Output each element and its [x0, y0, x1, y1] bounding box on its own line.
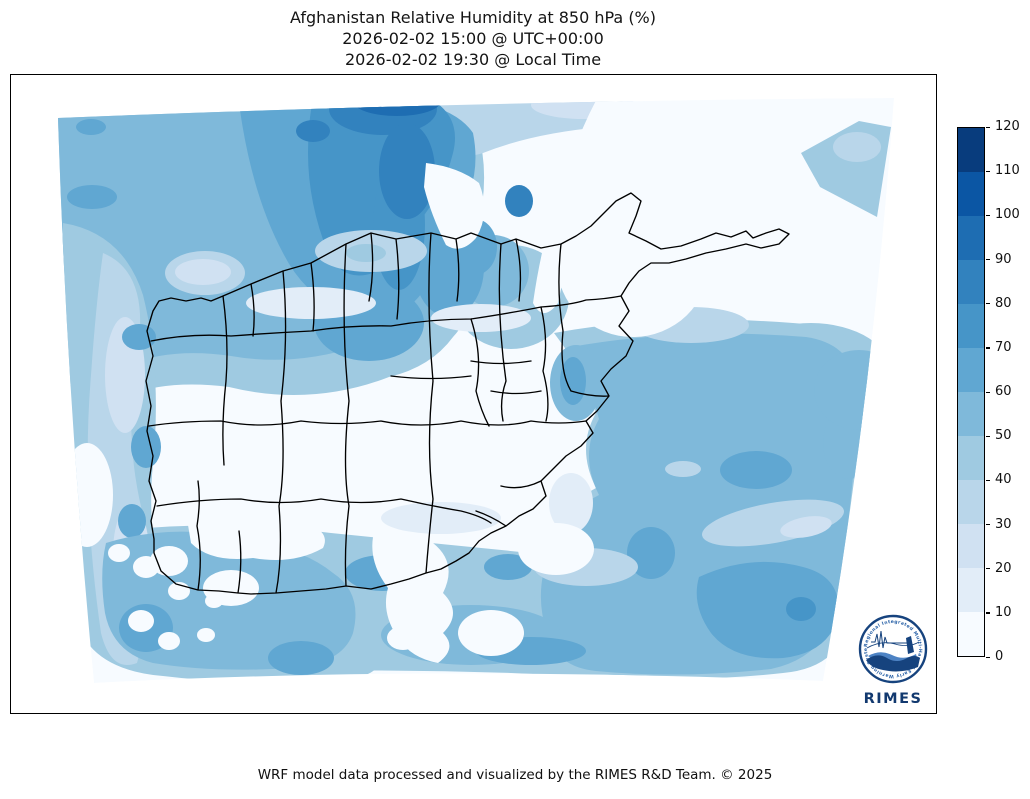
logo-horizon	[866, 641, 920, 649]
colorbar-segment	[958, 348, 984, 392]
colorbar-tick-label: 60	[995, 384, 1012, 400]
colorbar-tick-label: 120	[995, 119, 1020, 135]
colorbar-tick	[986, 170, 990, 172]
colorbar-segment	[958, 524, 984, 568]
colorbar-tick-label: 50	[995, 428, 1012, 444]
colorbar-tick-label: 70	[995, 340, 1012, 356]
colorbar-segment	[958, 304, 984, 348]
colorbar-tick-label: 80	[995, 295, 1012, 311]
colorbar-segment	[958, 612, 984, 656]
province-boundaries	[145, 192, 790, 595]
colorbar-tick	[986, 524, 990, 526]
map-frame	[10, 74, 937, 714]
colorbar-segment	[958, 392, 984, 436]
colorbar-tick-label: 20	[995, 560, 1012, 576]
province-internal-lines	[148, 232, 622, 594]
colorbar-tick	[986, 214, 990, 217]
logo-seismogram-icon	[871, 630, 909, 649]
contour-field	[58, 98, 894, 683]
colorbar-segment	[958, 568, 984, 612]
colorbar-segment	[958, 128, 984, 172]
caption: WRF model data processed and visualized …	[257, 767, 773, 783]
page-title: Afghanistan Relative Humidity at 850 hPa…	[10, 7, 936, 70]
colorbar-tick	[986, 259, 990, 261]
colorbar-segment	[958, 480, 984, 524]
colorbar-tick-label: 90	[995, 251, 1012, 267]
title-line-1: Afghanistan Relative Humidity at 850 hPa…	[289, 8, 656, 27]
colorbar: 120 110 100 90 80 70 60 50 40 30 20 10 0	[957, 119, 1020, 664]
logo-circle	[858, 614, 928, 684]
logo-rimes-text: RIMES	[864, 691, 923, 707]
colorbar-tick-label: 10	[995, 605, 1012, 621]
colorbar-segment	[958, 436, 984, 480]
colorbar-tick-label: 110	[995, 163, 1020, 179]
colorbar-tick-label: 40	[995, 472, 1012, 488]
colorbar-tick	[986, 303, 990, 305]
afghanistan-outline	[145, 192, 790, 595]
colorbar-tick	[986, 568, 990, 570]
title-line-2: 2026-02-02 15:00 @ UTC+00:00	[342, 29, 604, 48]
colorbar-tick	[986, 612, 990, 614]
rimes-logo: Regional Integrated Multi-Hazard Early W…	[848, 607, 935, 710]
colorbar-tick	[986, 347, 990, 349]
colorbar-tick-label: 30	[995, 516, 1012, 532]
title-line-3: 2026-02-02 19:30 @ Local Time	[344, 50, 602, 69]
colorbar-segment	[958, 216, 984, 260]
colorbar-segments	[957, 127, 985, 657]
colorbar-segment	[958, 260, 984, 304]
colorbar-tick-label: 0	[995, 649, 1004, 665]
colorbar-tick	[986, 126, 990, 128]
map-svg	[58, 98, 894, 683]
colorbar-tick	[986, 479, 990, 482]
logo-wave-dark	[866, 655, 920, 672]
colorbar-segment	[958, 172, 984, 216]
colorbar-tick	[986, 391, 990, 393]
logo-lighthouse-icon	[906, 636, 914, 654]
colorbar-tick	[986, 656, 990, 658]
colorbar-tick	[986, 435, 990, 437]
colorbar-tick-label: 100	[995, 207, 1020, 223]
